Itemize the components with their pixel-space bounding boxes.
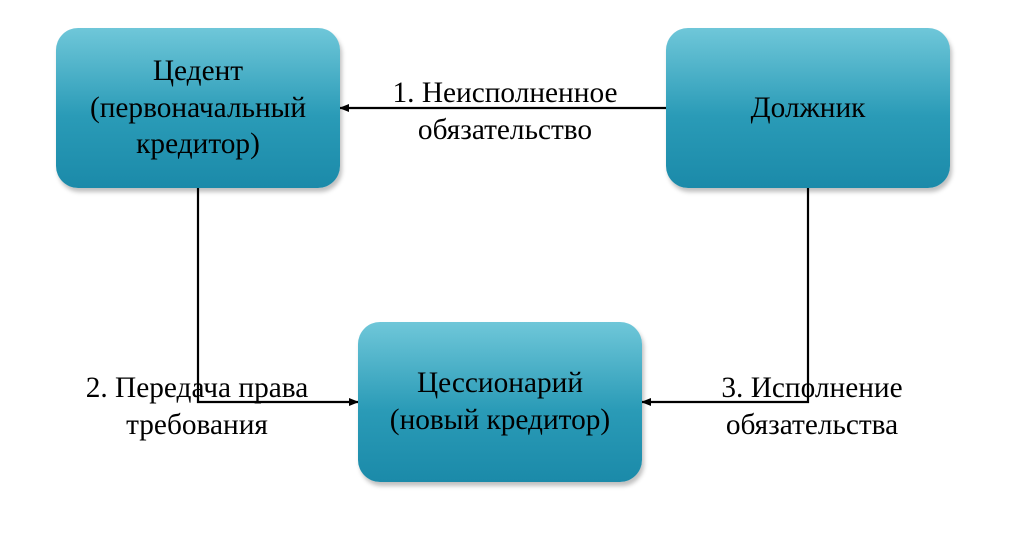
node-debtor-label: Должник xyxy=(741,84,876,133)
diagram-canvas: Цедент (первоначальный кредитор) Должник… xyxy=(0,0,1024,547)
edge-e3-label-line2: обязательства xyxy=(726,409,898,441)
edge-e3-label: 3. Исполнение обязательства xyxy=(672,370,952,443)
edge-e1-label-line1: 1. Неисполненное xyxy=(393,77,618,109)
node-cedent-line1: Цедент xyxy=(153,55,243,87)
node-cessionary: Цессионарий (новый кредитор) xyxy=(358,322,642,482)
node-cessionary-line1: Цессионарий xyxy=(417,367,583,399)
node-debtor-line1: Должник xyxy=(751,92,866,124)
edge-e3-label-line1: 3. Исполнение xyxy=(721,372,902,404)
node-cedent: Цедент (первоначальный кредитор) xyxy=(56,28,340,188)
node-cessionary-line2: (новый кредитор) xyxy=(390,404,610,436)
node-debtor: Должник xyxy=(666,28,950,188)
edge-e1-label-line2: обязательство xyxy=(418,114,592,146)
edge-e2-label: 2. Передача права требования xyxy=(52,370,342,443)
node-cedent-line2: (первоначальный xyxy=(90,92,306,124)
node-cessionary-label: Цессионарий (новый кредитор) xyxy=(380,359,620,444)
edge-e1-label: 1. Неисполненное обязательство xyxy=(365,75,645,148)
edge-e2-label-line2: требования xyxy=(126,409,268,441)
edge-e2-label-line1: 2. Передача права xyxy=(86,372,309,404)
node-cedent-line3: кредитор) xyxy=(136,128,260,160)
node-cedent-label: Цедент (первоначальный кредитор) xyxy=(80,47,316,169)
